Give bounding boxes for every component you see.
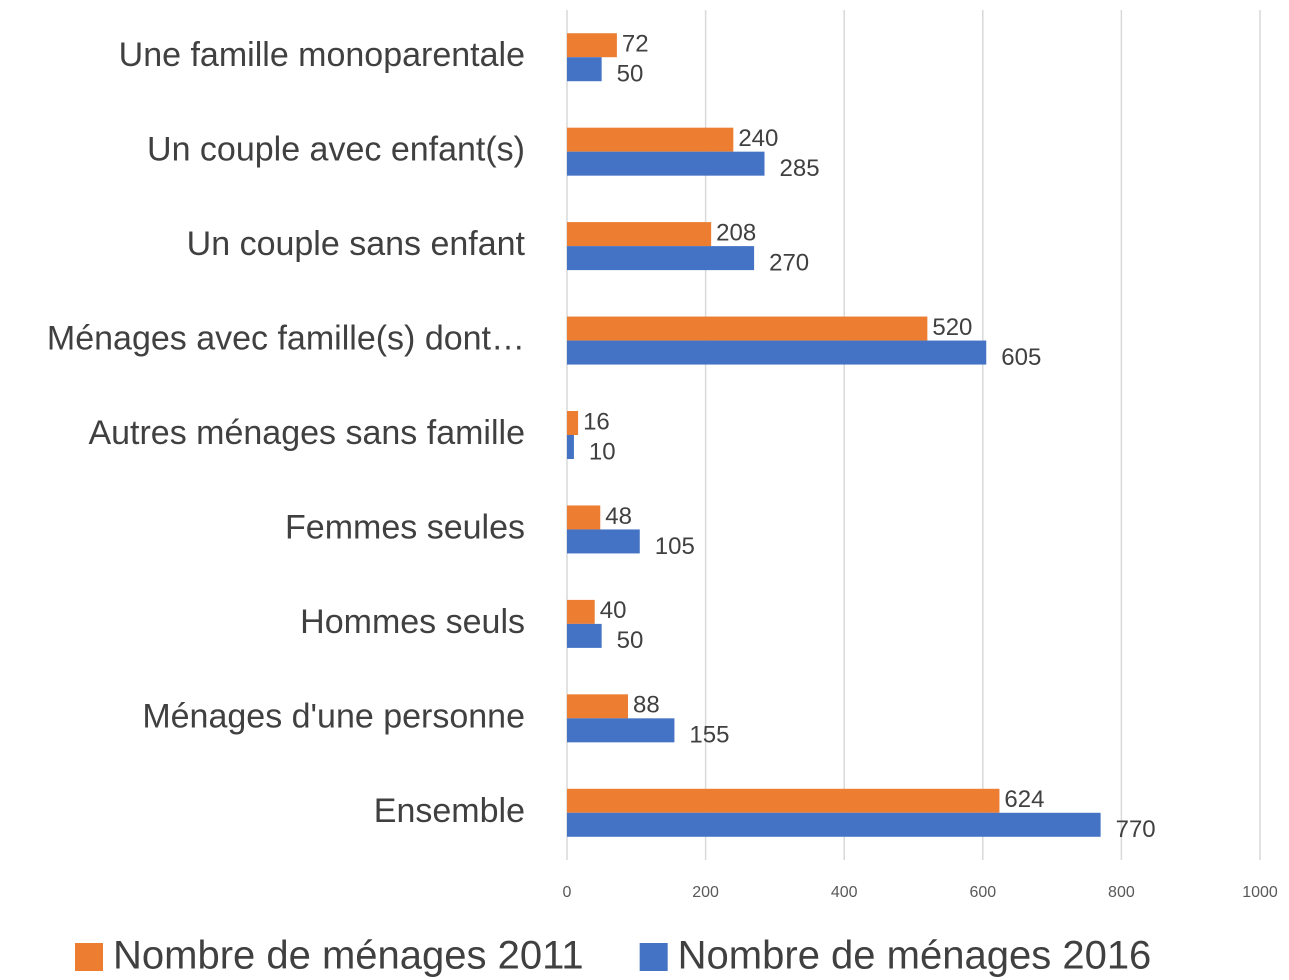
value-label: 40 — [600, 597, 627, 624]
category-label: Ensemble — [374, 792, 525, 830]
category-label: Femmes seules — [285, 508, 525, 546]
value-label: 240 — [738, 125, 778, 152]
category-label: Une famille monoparentale — [119, 36, 525, 74]
value-label: 88 — [633, 692, 660, 719]
bar — [567, 411, 579, 435]
category-label: Un couple sans enfant — [187, 225, 526, 263]
bar — [567, 623, 602, 648]
bar — [567, 505, 601, 530]
value-label: 770 — [1116, 816, 1156, 843]
bar — [567, 599, 595, 624]
value-label: 50 — [617, 61, 644, 88]
category-label: Ménages d'une personne — [142, 697, 525, 735]
bar — [567, 812, 1101, 837]
bar — [567, 222, 712, 247]
bar — [567, 340, 987, 365]
category-label: Un couple avec enfant(s) — [147, 131, 525, 169]
category-label: Ménages avec famille(s) dont… — [47, 320, 525, 358]
x-tick-label: 400 — [831, 884, 858, 901]
value-label: 10 — [589, 438, 616, 465]
category-label: Hommes seuls — [300, 603, 525, 641]
bar — [567, 435, 574, 459]
legend-swatch — [75, 943, 103, 971]
category-label: Autres ménages sans famille — [88, 414, 525, 452]
value-label: 155 — [689, 722, 729, 749]
value-label: 270 — [769, 249, 809, 276]
bar — [567, 151, 765, 176]
legend-swatch — [639, 943, 668, 971]
legend-label: Nombre de ménages 2016 — [678, 934, 1152, 978]
x-tick-label: 0 — [563, 884, 572, 901]
value-label: 72 — [622, 31, 649, 58]
bar — [567, 694, 628, 719]
bar — [567, 246, 755, 271]
value-label: 16 — [583, 408, 610, 435]
bar — [567, 316, 928, 341]
value-label: 208 — [716, 219, 756, 246]
bar — [567, 718, 675, 743]
value-label: 105 — [655, 533, 695, 560]
value-label: 48 — [605, 503, 632, 530]
bar — [567, 57, 602, 82]
x-tick-label: 1000 — [1242, 884, 1278, 901]
x-tick-label: 800 — [1108, 884, 1135, 901]
bar — [567, 529, 640, 554]
x-tick-label: 200 — [692, 884, 719, 901]
bar — [567, 127, 734, 152]
value-label: 285 — [780, 155, 820, 182]
bar — [567, 33, 617, 58]
value-label: 50 — [617, 627, 644, 654]
value-label: 605 — [1001, 344, 1041, 371]
bar — [567, 788, 1000, 813]
x-tick-label: 600 — [969, 884, 996, 901]
legend-label: Nombre de ménages 2011 — [113, 934, 584, 978]
value-label: 624 — [1004, 786, 1044, 813]
value-label: 520 — [932, 314, 972, 341]
